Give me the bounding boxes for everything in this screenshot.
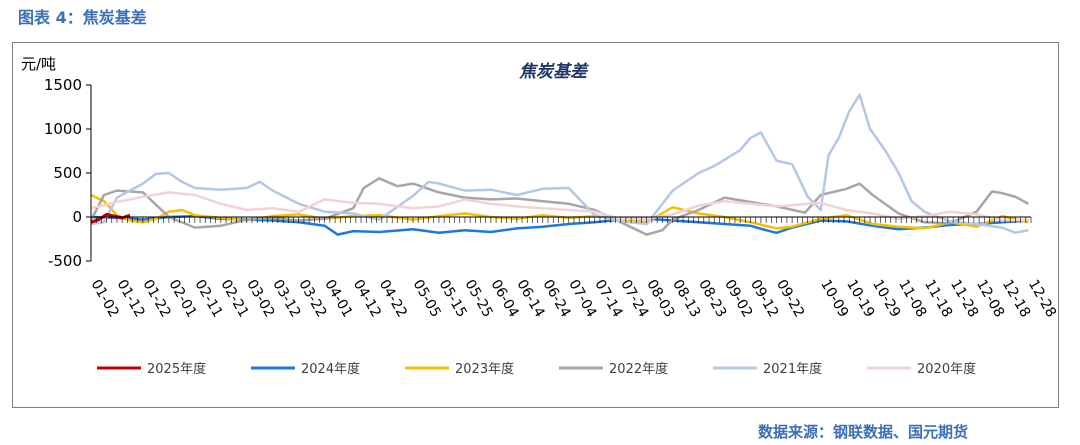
y-tick-label: 0 <box>72 208 82 226</box>
figure-caption: 图表 4：焦炭基差 <box>18 8 147 27</box>
y-tick-label: 1500 <box>44 76 82 94</box>
series-line-5 <box>90 191 1029 222</box>
x-axis-ticks: 01-0201-1201-2202-0102-1102-2103-0203-12… <box>88 277 1058 320</box>
legend: 2025年度 2024年度 2023年度 2022年度 2021年度 2020年度 <box>97 361 976 377</box>
series-layer <box>89 93 1029 236</box>
legend-label-3: 2022年度 <box>609 361 668 377</box>
series-line-4 <box>90 93 1029 235</box>
axes <box>90 85 1032 261</box>
chart-svg: 焦炭基差 元/吨 -500 0 500 1000 1500 01-0201-1201-2… <box>21 55 1058 377</box>
y-tick-label: 500 <box>53 164 82 182</box>
chart-title: 焦炭基差 <box>519 62 589 82</box>
chart-frame: 焦炭基差 元/吨 -500 0 500 1000 1500 01-02 01-12 01-2… <box>12 42 1059 408</box>
y-axis-unit-label: 元/吨 <box>21 55 56 73</box>
legend-label-2: 2023年度 <box>455 361 514 377</box>
y-axis-ticks: -500 0 500 1000 1500 <box>44 76 91 270</box>
legend-label-0: 2025年度 <box>147 361 206 377</box>
y-tick-label: 1000 <box>44 120 82 138</box>
legend-label-4: 2021年度 <box>763 361 822 377</box>
y-tick-label: -500 <box>48 252 82 270</box>
data-source: 数据来源：钢联数据、国元期货 <box>757 423 968 441</box>
legend-label-1: 2024年度 <box>301 361 360 377</box>
legend-label-5: 2020年度 <box>917 361 976 377</box>
series-line-3 <box>89 177 1029 236</box>
